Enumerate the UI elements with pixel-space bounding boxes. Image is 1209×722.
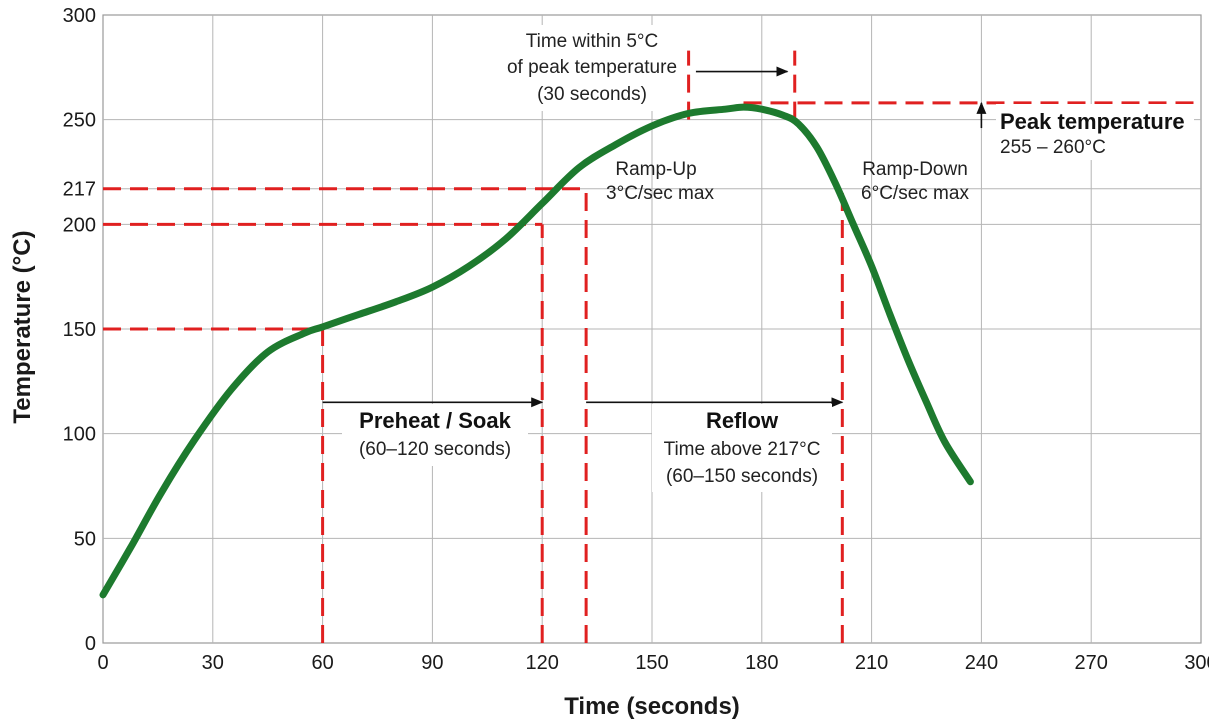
temperature-curve <box>99 103 974 599</box>
x-tick-label: 240 <box>965 652 998 674</box>
reflow-line-1: Time above 217°C <box>664 439 821 460</box>
time-within-line-2: of peak temperature <box>507 57 677 78</box>
ramp-up-line-1: Ramp-Up <box>615 159 696 180</box>
temperature-curve-group <box>99 103 974 599</box>
x-tick-label: 0 <box>97 652 108 674</box>
tick-labels: 0 30 60 90 120 150 180 210 240 270 300 0 50 100 150 200… <box>63 5 1209 674</box>
x-tick-label: 30 <box>202 652 224 674</box>
x-tick-label: 150 <box>635 652 668 674</box>
y-tick-label: 250 <box>63 110 96 132</box>
time-within-line-1: Time within 5°C <box>526 31 659 52</box>
y-tick-label: 217 <box>63 179 96 201</box>
x-tick-label: 120 <box>526 652 559 674</box>
y-tick-label: 0 <box>85 633 96 655</box>
ramp-down-line-1: Ramp-Down <box>862 159 968 180</box>
reflow-label-backdrop <box>652 404 832 492</box>
x-tick-label: 270 <box>1075 652 1108 674</box>
peak-temperature-range: 255 – 260°C <box>1000 137 1106 158</box>
x-tick-label: 300 <box>1184 652 1209 674</box>
time-within-label-backdrop <box>500 25 678 111</box>
y-tick-label: 300 <box>63 5 96 27</box>
reflow-title: Reflow <box>706 408 779 433</box>
peak-temperature-title: Peak temperature <box>1000 109 1185 134</box>
y-tick-label: 200 <box>63 214 96 236</box>
x-axis-label: Time (seconds) <box>564 693 740 720</box>
arrows <box>322 66 987 408</box>
reflow-line-2: (60–150 seconds) <box>666 466 818 487</box>
x-tick-label: 180 <box>745 652 778 674</box>
preheat-soak-range: (60–120 seconds) <box>359 439 511 460</box>
time-within-line-3: (30 seconds) <box>537 84 647 105</box>
x-tick-label: 210 <box>855 652 888 674</box>
ramp-down-line-2: 6°C/sec max <box>861 183 969 204</box>
preheat-soak-title: Preheat / Soak <box>359 408 511 433</box>
peak-label-backdrop <box>996 104 1194 160</box>
ramp-up-line-2: 3°C/sec max <box>606 183 714 204</box>
preheat-label-backdrop <box>342 404 528 466</box>
x-tick-label: 90 <box>421 652 443 674</box>
y-axis-label: Temperature (°C) <box>9 230 36 423</box>
x-tick-label: 60 <box>311 652 333 674</box>
reference-lines <box>103 50 1201 643</box>
y-tick-label: 150 <box>63 319 96 341</box>
y-tick-label: 100 <box>63 424 96 446</box>
y-tick-label: 50 <box>74 528 96 550</box>
